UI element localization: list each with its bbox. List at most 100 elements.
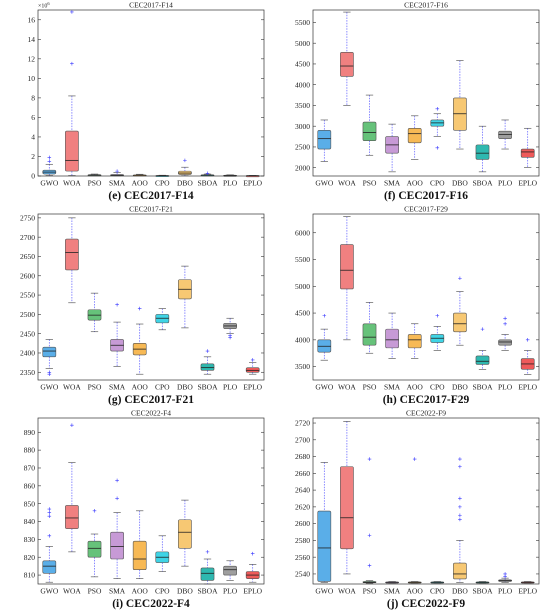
x-tick-label: AOO (132, 179, 149, 188)
box-SBOA (475, 581, 490, 584)
x-tick-label: WOA (338, 179, 356, 188)
x-tick-label: EPLO (518, 179, 537, 188)
box-body (132, 540, 147, 571)
x-tick-label: SBOA (197, 587, 218, 596)
outlier-point (70, 423, 74, 427)
box-body (200, 363, 215, 371)
y-tick-label: 2450 (20, 329, 35, 338)
outlier-point (205, 550, 210, 554)
outlier-point (115, 496, 119, 501)
x-tick-label: EPLO (243, 383, 262, 392)
box-DBO (178, 158, 192, 177)
outlier-point (70, 10, 74, 14)
outlier-point (367, 563, 372, 568)
panel-caption: (e) CEC2017-F14 (108, 190, 194, 202)
y-tick-label: 2620 (295, 502, 310, 511)
box-PLO (223, 560, 237, 581)
box-PSO (362, 457, 377, 584)
box-DBO (178, 499, 192, 567)
y-tick-label: 2580 (295, 536, 310, 545)
box-PSO (362, 302, 377, 354)
outlier-point (458, 513, 462, 518)
y-tick-label: 850 (24, 499, 36, 508)
outlier-point (367, 533, 372, 538)
box-PSO (87, 509, 102, 578)
plot-title: CEC2022-F9 (406, 409, 446, 418)
box-AOO (407, 457, 422, 584)
x-tick-label: EPLO (518, 587, 537, 596)
box-GWO (317, 313, 332, 361)
box-SBOA (475, 125, 490, 173)
boxplot-svg-e: CEC2017-F14 0 2 4 6 8 10 12 14 16×106 GWO WOA PSO SMA… (28, 1, 265, 202)
x-tick-label: EPLO (243, 179, 262, 188)
box-WOA (340, 421, 354, 575)
box-body (362, 323, 377, 346)
y-tick-label: 2720 (295, 419, 310, 428)
y-tick-label: 2680 (295, 452, 310, 461)
outlier-point (115, 478, 119, 483)
x-tick-label: PLO (498, 587, 513, 596)
panel-caption-text: CEC2017-F16 (398, 190, 468, 202)
box-SMA (385, 581, 399, 584)
outlier-point (458, 496, 462, 501)
box-DBO (178, 265, 192, 329)
box-body (407, 334, 422, 349)
box-AOO (132, 510, 147, 579)
chart-panel-j: CEC2022-F9 2540 2560 2580 2600 2620 2640 2660 26… (275, 408, 550, 612)
box-EPLO (245, 551, 260, 583)
panel-caption-text: CEC2022-F4 (126, 598, 190, 610)
outlier-point (458, 276, 462, 281)
box-WOA (65, 423, 79, 553)
x-tick-label: PLO (223, 383, 238, 392)
outlier-point (47, 155, 52, 160)
y-tick-label: 2750 (20, 213, 35, 222)
chart-panel-i: CEC2022-F4 810 820 830 840 850 860 870 880 890 GWO… (0, 408, 275, 612)
box-PLO (223, 174, 237, 177)
outlier-point (47, 159, 52, 164)
x-tick-label: PSO (88, 587, 102, 596)
y-tick-label: 2700 (20, 233, 35, 242)
outlier-point (458, 457, 462, 461)
box-AOO (407, 323, 422, 359)
box-DBO (453, 60, 467, 150)
outlier-point (137, 306, 142, 311)
outlier-point (435, 313, 440, 318)
y-tick-label: 14 (28, 35, 36, 44)
box-PSO (362, 94, 377, 156)
panel-caption-letter: (e) (108, 190, 124, 202)
outlier-point (503, 316, 507, 321)
x-tick-label: PLO (223, 179, 238, 188)
panel-caption-text: CEC2017-F14 (124, 190, 194, 202)
x-tick-label: EPLO (518, 383, 537, 392)
outlier-point (47, 510, 52, 515)
plot-frame (37, 213, 265, 381)
y-tick-label: 12 (28, 54, 36, 63)
outlier-point (250, 358, 255, 362)
y-tick-label: 3000 (295, 122, 310, 131)
plot-title: CEC2017-F21 (129, 205, 173, 214)
box-body (65, 505, 79, 529)
x-tick-label: EPLO (243, 587, 262, 596)
box-body (340, 466, 354, 550)
box-GWO (42, 155, 57, 176)
y-tick-label: 3500 (295, 101, 310, 110)
box-body (520, 148, 535, 158)
box-CPO (155, 308, 170, 331)
outlier-point (412, 457, 417, 461)
box-WOA (65, 10, 79, 176)
x-tick-label: PLO (498, 179, 513, 188)
chart-panel-h: CEC2017-F29 3500 4000 4500 5000 5500 6000 GWO WO… (275, 204, 550, 408)
box-body (200, 567, 215, 581)
panel-caption-letter: (h) (383, 394, 400, 406)
boxplot-svg-f: CEC2017-F16 2000 2500 3000 3500 4000 4500 5000 5… (295, 1, 540, 202)
outlier-point (250, 551, 255, 556)
box-body (340, 244, 354, 290)
panel-caption-text: CEC2017-F29 (400, 394, 470, 406)
box-CPO (155, 535, 170, 572)
box-PSO (87, 292, 102, 333)
x-tick-label: CPO (430, 383, 445, 392)
x-tick-label: CPO (430, 179, 445, 188)
x-tick-label: WOA (63, 179, 81, 188)
panel-caption: (g) CEC2017-F21 (108, 394, 194, 406)
plot-frame (37, 417, 265, 585)
